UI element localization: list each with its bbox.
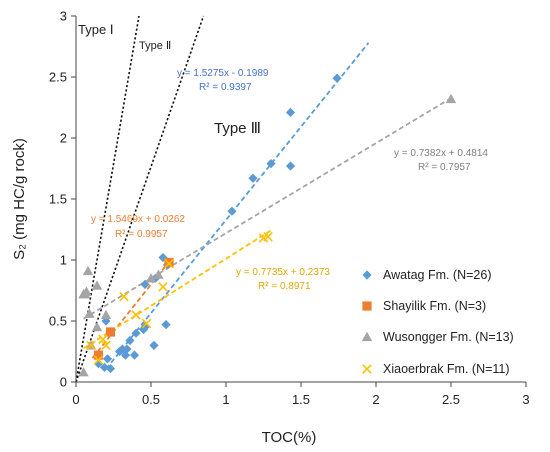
awatag-point-9 [122, 344, 132, 354]
wusongger-point-6 [84, 308, 95, 318]
awatag-point-12 [131, 328, 141, 338]
legend-marker-wusongger [361, 331, 373, 342]
x-axis-title: TOC(%) [262, 429, 317, 446]
x-tick-label-0: 0 [72, 392, 79, 407]
wusongger-point-5 [82, 265, 94, 276]
x-tick-label-1: 0.5 [142, 392, 160, 407]
wusongger-point-13 [445, 93, 457, 104]
type-2-label: Type Ⅱ [139, 40, 171, 52]
legend-marker-xiaoerbrak-stroke-b [362, 364, 372, 374]
legend-label-shayilik: Shayilik Fm. (N=3) [383, 299, 486, 313]
xiaoerbrak-point-4 [101, 340, 111, 351]
x-tick-label-5: 2.5 [442, 392, 460, 407]
xiaoerbrak-point-4-stroke-b [101, 340, 111, 351]
type-1-label: Type Ⅰ [78, 22, 114, 37]
xiaoerbrak-point-5 [119, 291, 129, 302]
awatag-equation: y = 1.5275x - 0.1989 [177, 68, 269, 79]
xiaoerbrak-point-6 [131, 310, 141, 320]
y-tick-label-5: 2.5 [49, 70, 67, 85]
x-tick-label-2: 1 [222, 392, 229, 407]
wusongger-point-10 [100, 309, 112, 320]
xiaoerbrak-equation: y = 0.7735x + 0.2373 [236, 267, 330, 278]
awatag-point-20 [227, 206, 237, 216]
awatag-point-16 [158, 252, 168, 263]
xiaoerbrak-point-11 [263, 232, 273, 242]
x-tick-label-6: 3 [522, 392, 529, 407]
xiaoerbrak-point-9 [164, 258, 174, 269]
xiaoerbrak-point-1-stroke-b [86, 340, 96, 351]
xiaoerbrak-point-2 [93, 355, 104, 365]
y-tick-label-0: 0 [60, 375, 67, 390]
awatag-point-22 [266, 159, 276, 169]
awatag-point-8 [120, 350, 131, 360]
awatag-point-1 [93, 359, 104, 369]
y-axis-title: S₂ (mg HC/g rock) [11, 138, 28, 260]
awatag-r2: R² = 0.9397 [199, 82, 252, 93]
wusongger-r2: R² = 0.7957 [418, 162, 471, 173]
wusongger-point-12 [153, 269, 164, 279]
legend: Awatag Fm. (N=26) Shayilik Fm. (N=3) Wus… [361, 268, 514, 376]
awatag-point-4 [105, 363, 116, 374]
plot-area [75, 15, 457, 383]
legend-marker-xiaoerbrak [362, 364, 372, 374]
xiaoerbrak-point-8-stroke-b [158, 282, 168, 292]
xiaoerbrak-point-11-stroke-b [263, 232, 273, 242]
legend-label-awatag: Awatag Fm. (N=26) [383, 268, 492, 282]
legend-marker-awatag [362, 270, 372, 280]
xiaoerbrak-point-7 [141, 318, 152, 329]
type-3-label: Type Ⅲ [214, 120, 261, 137]
wusongger-point-11 [145, 273, 157, 283]
awatag-point-23 [285, 161, 296, 171]
awatag-point-14 [140, 322, 150, 332]
shayilik-r2: R² = 0.9957 [115, 229, 168, 240]
xiaoerbrak-point-9-stroke-b [164, 258, 174, 269]
kerogen-type-labels: Type Ⅰ Type Ⅱ Type Ⅲ [78, 22, 261, 137]
legend-label-xiaoerbrak: Xiaoerbrak Fm. (N=11) [383, 362, 510, 376]
xiaoerbrak-point-3 [98, 334, 108, 345]
awatag-trendline [105, 42, 370, 370]
x-tick-label-3: 1.5 [292, 392, 310, 407]
y-tick-label-2: 1 [60, 253, 67, 268]
awatag-point-10 [125, 335, 135, 346]
shayilik-point-2 [105, 327, 116, 337]
awatag-point-2 [99, 362, 110, 372]
wusongger-point-9 [91, 321, 103, 332]
awatag-point-24 [285, 107, 296, 117]
awatag-point-17 [161, 320, 171, 330]
y-tick-label-3: 1.5 [49, 192, 67, 207]
wusongger-equation: y = 0.7382x + 0.4814 [394, 148, 488, 159]
awatag-point-11 [129, 350, 140, 360]
xiaoerbrak-point-8 [158, 282, 168, 292]
shayilik-point-1 [93, 350, 104, 360]
wusongger-point-4 [81, 286, 92, 296]
awatag-point-3 [102, 354, 113, 364]
shayilik-point-3 [164, 257, 174, 268]
xiaoerbrak-point-5-stroke-b [119, 291, 129, 302]
awatag-point-21 [248, 173, 258, 183]
y-tick-label-1: 0.5 [49, 314, 67, 329]
y-tick-label-4: 2 [60, 131, 67, 146]
xiaoerbrak-point-6-stroke-b [131, 310, 141, 320]
awatag-point-18 [140, 279, 150, 289]
x-tick-label-4: 2 [372, 392, 379, 407]
type-2-boundary-line [75, 15, 205, 383]
legend-label-wusongger: Wusongger Fm. (N=13) [383, 330, 514, 344]
y-tick-label-6: 3 [60, 9, 67, 24]
xiaoerbrak-point-7-stroke-b [141, 318, 152, 329]
awatag-point-25 [332, 73, 342, 83]
xiaoerbrak-point-3-stroke-b [98, 334, 108, 345]
axes: 0 0.5 1 1.5 2 2.5 3 0 0.5 1 1.5 2 2.5 3 [49, 9, 530, 408]
type-1-boundary-line [75, 15, 140, 383]
xiaoerbrak-point-2-stroke-b [93, 355, 104, 365]
wusongger-point-7 [91, 280, 103, 290]
legend-marker-shayilik [362, 301, 372, 311]
trendline-equations: y = 1.5275x - 0.1989 R² = 0.9397 y = 1.5… [91, 68, 488, 292]
wusongger-point-1 [78, 367, 89, 377]
awatag-point-15 [149, 340, 159, 350]
xiaoerbrak-r2: R² = 0.8971 [258, 281, 311, 292]
shayilik-equation: y = 1.5469x + 0.0262 [91, 214, 185, 225]
xiaoerbrak-point-1 [86, 340, 96, 351]
